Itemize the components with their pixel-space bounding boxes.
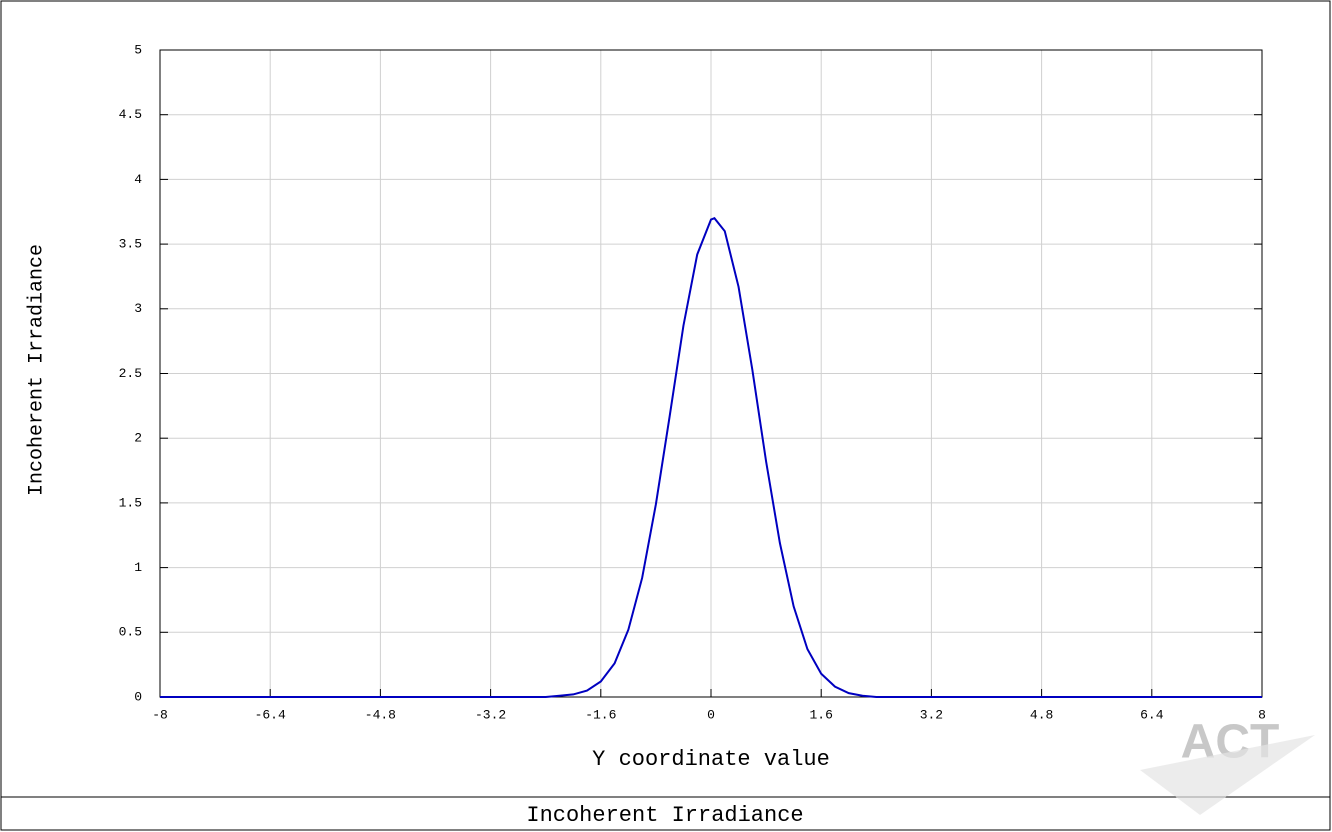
x-tick-label: -1.6 [585, 707, 616, 722]
x-tick-label: 0 [707, 707, 715, 722]
y-tick-label: 4 [134, 172, 142, 187]
y-tick-label: 5 [134, 42, 142, 57]
x-tick-label: 4.8 [1030, 707, 1053, 722]
chart-title: Incoherent Irradiance [526, 803, 803, 828]
y-tick-label: 2.5 [119, 366, 142, 381]
y-tick-label: 4.5 [119, 107, 142, 122]
y-tick-label: 1.5 [119, 495, 142, 510]
watermark-shape [1140, 735, 1315, 815]
plot-frame [159, 49, 1263, 698]
x-tick-label: -4.8 [365, 707, 396, 722]
y-tick-label: 0.5 [119, 625, 142, 640]
x-tick-label: -3.2 [475, 707, 506, 722]
x-tick-label: -6.4 [255, 707, 286, 722]
data-line [160, 217, 1262, 698]
x-tick-label: -8 [152, 707, 168, 722]
y-axis-label: Incoherent Irradiance [25, 244, 48, 496]
y-tick-label: 1 [134, 560, 142, 575]
x-tick-label: 3.2 [920, 707, 943, 722]
x-tick-label: 6.4 [1140, 707, 1164, 722]
y-tick-label: 0 [134, 689, 142, 704]
x-axis-label: Y coordinate value [592, 747, 830, 772]
x-tick-label: 1.6 [809, 707, 832, 722]
y-tick-label: 3.5 [119, 237, 142, 252]
y-tick-label: 3 [134, 301, 142, 316]
x-tick-label: 8 [1258, 707, 1266, 722]
y-tick-label: 2 [134, 431, 142, 446]
